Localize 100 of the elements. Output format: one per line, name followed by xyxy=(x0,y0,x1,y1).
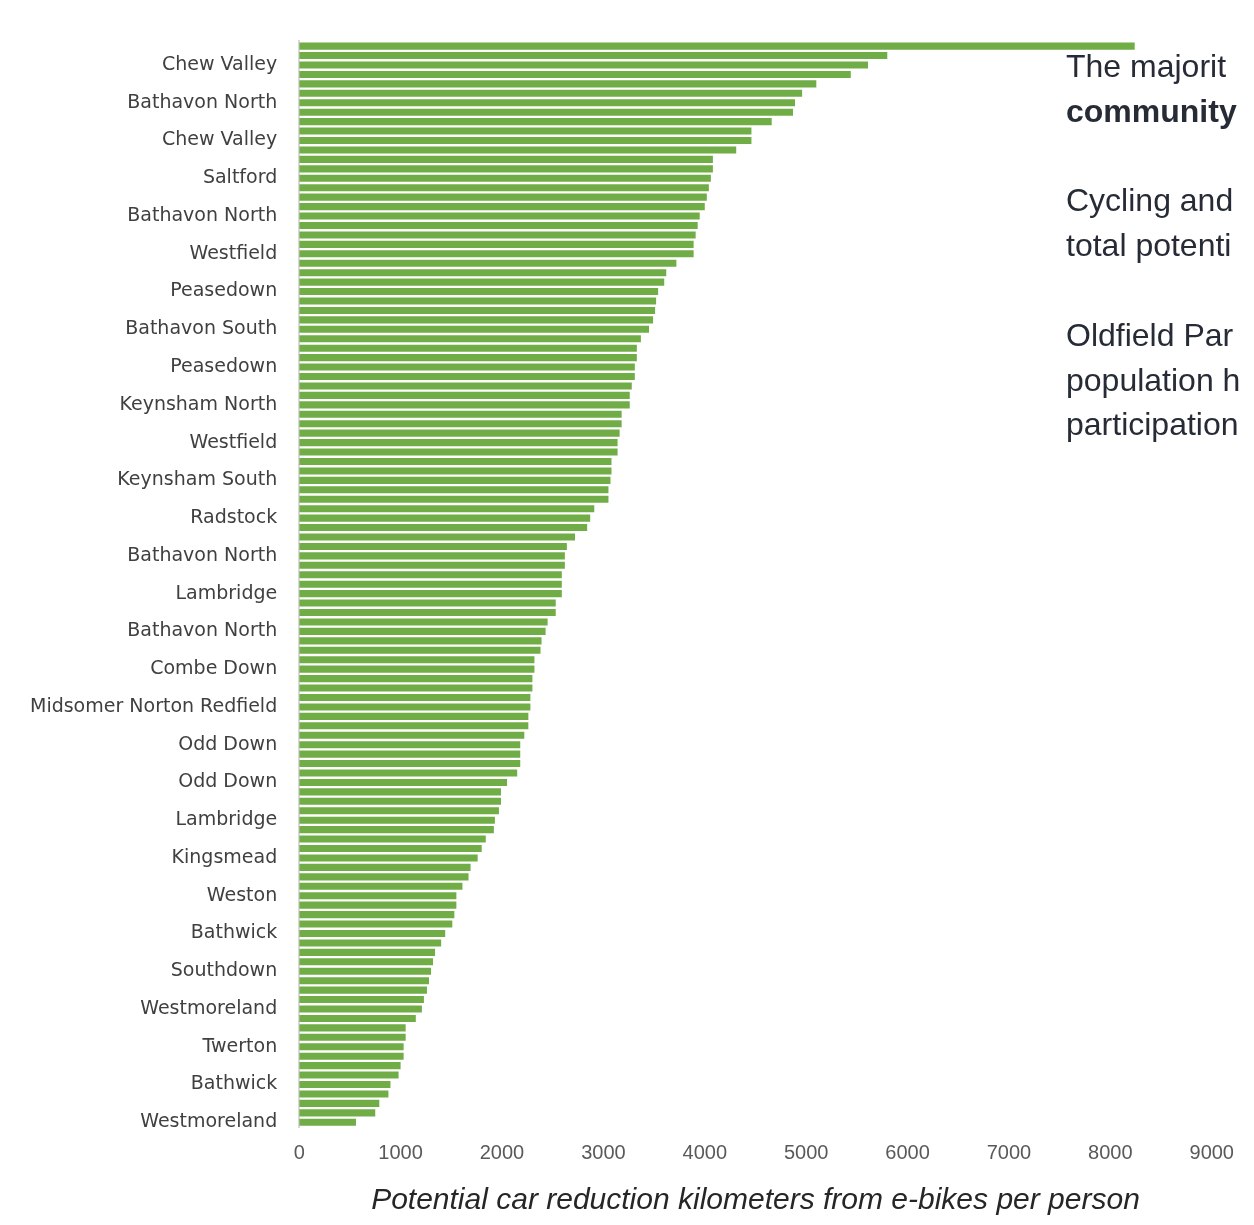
x-tick-label: 6000 xyxy=(885,1140,930,1163)
bar xyxy=(299,127,752,135)
bar xyxy=(299,505,595,513)
bar xyxy=(299,221,698,230)
bar xyxy=(299,599,556,607)
bar xyxy=(299,996,424,1004)
bar xyxy=(299,316,654,324)
bar xyxy=(299,1109,376,1117)
bar xyxy=(299,911,455,919)
bar xyxy=(299,948,436,956)
bar xyxy=(299,524,588,532)
bar xyxy=(299,1014,416,1022)
bar xyxy=(299,580,562,588)
bar xyxy=(299,457,612,466)
bar xyxy=(299,240,694,248)
bar xyxy=(299,571,562,579)
bar xyxy=(299,797,501,805)
bar xyxy=(299,675,533,683)
y-tick-label: Weston xyxy=(206,882,278,905)
bar xyxy=(299,1071,399,1079)
y-tick-label: Bathwick xyxy=(190,920,278,943)
y-tick-label: Keynsham South xyxy=(117,467,278,490)
y-tick-label: Kingsmead xyxy=(171,844,278,867)
bar xyxy=(299,80,817,88)
bar xyxy=(299,514,591,522)
y-tick-label: Bathavon North xyxy=(127,618,278,641)
bar xyxy=(299,873,469,881)
bar xyxy=(299,920,453,928)
y-tick-label: Southdown xyxy=(170,958,278,981)
bar xyxy=(299,1080,391,1089)
bar xyxy=(299,165,713,173)
bar xyxy=(299,788,501,796)
bar xyxy=(299,929,446,938)
bar xyxy=(299,552,565,560)
bar xyxy=(299,155,713,163)
bar xyxy=(299,863,471,871)
y-tick-label: Lambridge xyxy=(175,807,278,830)
y-tick-label: Westfield xyxy=(189,240,278,263)
bar xyxy=(299,1099,380,1107)
bar xyxy=(299,939,442,947)
y-tick-label: Chew Valley xyxy=(161,127,278,150)
y-tick-label: Peasedown xyxy=(170,278,278,301)
bar xyxy=(299,646,541,654)
bar xyxy=(299,967,432,975)
bar xyxy=(299,1043,404,1051)
bar xyxy=(299,306,656,314)
annotation: Oldfield Par xyxy=(1066,317,1234,354)
bar xyxy=(299,590,562,598)
bar xyxy=(299,693,531,702)
bar xyxy=(299,1118,356,1126)
bar xyxy=(299,184,709,192)
bar xyxy=(299,561,565,569)
bar xyxy=(299,637,542,645)
bar xyxy=(299,382,632,390)
bar xyxy=(299,731,525,739)
bar xyxy=(299,325,650,333)
y-tick-label: Peasedown xyxy=(170,354,278,377)
x-tick-label: 2000 xyxy=(479,1140,525,1163)
bar xyxy=(299,986,427,994)
bar xyxy=(299,882,463,890)
bar xyxy=(299,42,1135,50)
bar xyxy=(299,269,667,277)
bar xyxy=(299,61,869,69)
bar xyxy=(299,193,707,201)
bar xyxy=(299,741,521,749)
bar xyxy=(299,401,630,409)
bar xyxy=(299,288,659,296)
y-tick-label: Odd Down xyxy=(178,731,278,754)
bar xyxy=(299,439,618,447)
y-tick-label: Keynsham North xyxy=(119,391,278,414)
y-tick-label: Saltford xyxy=(202,165,278,188)
x-tick-label: 7000 xyxy=(986,1140,1032,1163)
bar xyxy=(299,816,495,824)
x-tick-label: 3000 xyxy=(581,1140,626,1163)
y-tick-label: Radstock xyxy=(190,505,278,528)
bar xyxy=(299,684,533,692)
bar xyxy=(299,344,637,352)
bar xyxy=(299,835,486,843)
bar xyxy=(299,420,622,428)
y-tick-label: Bathavon North xyxy=(127,202,278,225)
bar xyxy=(299,958,434,966)
y-tick-label: Westfield xyxy=(189,429,278,452)
x-tick-label: 9000 xyxy=(1189,1140,1234,1163)
bar xyxy=(299,807,499,815)
y-tick-label: Bathwick xyxy=(190,1071,278,1094)
bar xyxy=(299,712,529,720)
bar xyxy=(299,467,612,475)
bar xyxy=(299,722,529,730)
bar xyxy=(299,118,772,126)
bar xyxy=(299,52,888,60)
x-tick-label: 5000 xyxy=(783,1140,829,1163)
annotation: population h xyxy=(1066,362,1241,399)
bar xyxy=(299,174,711,182)
bar xyxy=(299,476,611,484)
bar xyxy=(299,363,635,371)
annotation: Cycling and xyxy=(1066,182,1234,219)
y-tick-label: Bathavon South xyxy=(125,316,278,339)
bar xyxy=(299,372,635,381)
y-tick-label: Twerton xyxy=(201,1033,278,1056)
bar xyxy=(299,89,803,97)
